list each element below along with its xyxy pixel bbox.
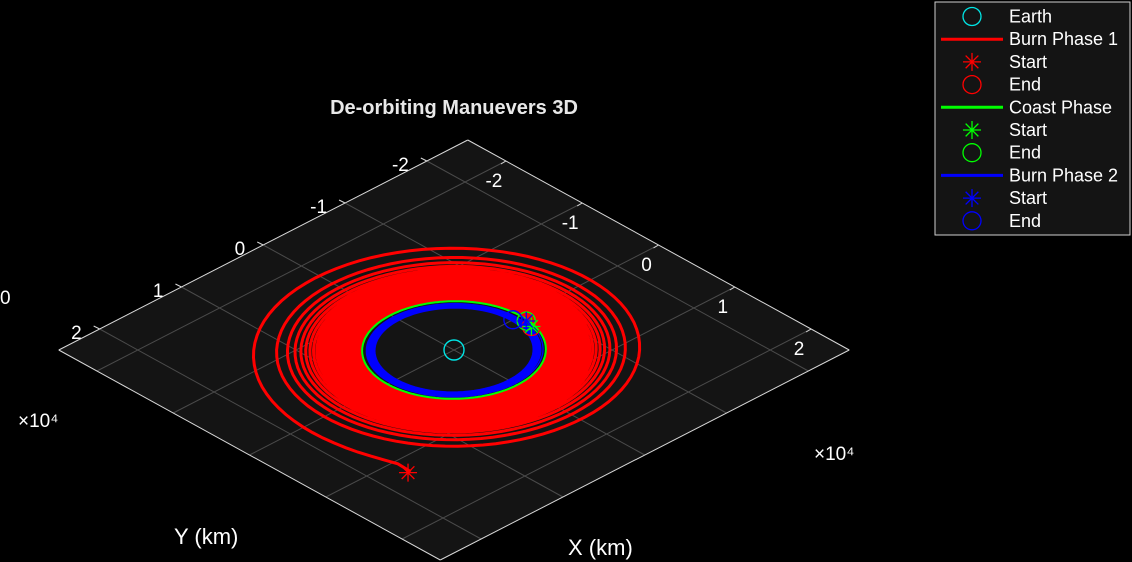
legend-star-swatch (963, 121, 981, 139)
legend-star-swatch (963, 189, 981, 208)
y-tick-mark (338, 199, 346, 204)
axes-box (58, 139, 850, 561)
legend-circle-swatch (962, 74, 982, 95)
grid-line-y (99, 328, 482, 540)
x-tick-label: -2 (485, 171, 502, 192)
legend-label: Burn Phase 2 (1009, 165, 1118, 185)
legend-circle-swatch (962, 211, 982, 231)
legend-star-swatch (963, 52, 981, 71)
burn-phase-1-line (251, 246, 642, 473)
coast-phase-line (361, 300, 547, 400)
x-tick-label: 0 (641, 255, 652, 276)
grid-line-x (401, 328, 812, 540)
y-axis-label: Y (km) (174, 524, 238, 549)
x-tick-mark (805, 328, 812, 333)
x-tick-mark (653, 244, 659, 249)
y-tick-label: -1 (310, 197, 327, 218)
x-tick-label: 1 (718, 297, 729, 318)
legend-label: End (1009, 211, 1041, 231)
chart-title: De-orbiting Manuevers 3D (330, 97, 578, 119)
markers (399, 310, 542, 482)
y-tick-label: 1 (153, 281, 164, 302)
legend-label: End (1009, 75, 1041, 95)
y-tick-label: -2 (392, 155, 409, 176)
star-stroke (965, 191, 979, 205)
y-tick-label: 0 (235, 239, 246, 260)
x-tick-label: 2 (794, 339, 805, 360)
y-tick-mark (93, 325, 100, 330)
axis-line (58, 349, 441, 561)
y-tick-mark (257, 241, 264, 246)
y-tick-label: 2 (71, 323, 82, 344)
y-exponent-label: ×10⁴ (18, 411, 58, 432)
axis-line (440, 349, 850, 561)
y-tick-labels: -2 -1 0 1 2 (71, 155, 409, 344)
star-stroke (519, 314, 534, 328)
x-axis-label: X (km) (568, 535, 633, 560)
legend-label: Start (1009, 188, 1047, 208)
x-tick-label: -1 (562, 213, 579, 234)
legend-circle-swatch (962, 6, 982, 27)
legend-box (934, 1, 1131, 236)
star-stroke (965, 123, 979, 137)
legend-label: End (1009, 143, 1041, 163)
z-tick-label: 0 (0, 288, 11, 309)
x-tick-mark (729, 286, 736, 291)
legend-label: Burn Phase 1 (1009, 29, 1118, 49)
burn2-end-marker (503, 310, 523, 330)
earth-marker (443, 339, 465, 361)
legend-circle-swatch (962, 143, 982, 163)
x-tick-labels: -2 -1 0 1 2 (485, 171, 804, 360)
legend-label: Earth (1009, 7, 1052, 27)
y-tick-mark (420, 157, 428, 162)
legend-label: Start (1009, 120, 1047, 140)
legend-label: Coast Phase (1009, 97, 1112, 117)
star-stroke (965, 55, 979, 69)
x-tick-mark (576, 202, 583, 207)
burn1-start-marker (399, 463, 418, 482)
x-tick-mark (500, 160, 507, 165)
y-tick-mark (175, 283, 182, 288)
x-exponent-label: ×10⁴ (814, 444, 854, 465)
legend-label: Start (1009, 52, 1047, 72)
star-stroke (401, 465, 415, 480)
